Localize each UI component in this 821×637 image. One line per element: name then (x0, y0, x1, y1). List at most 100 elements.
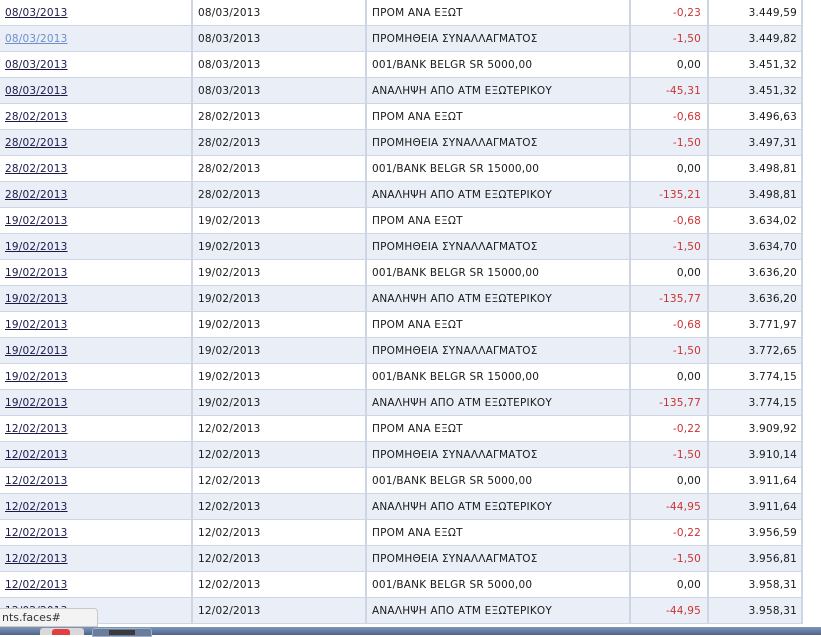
value-date-cell: 19/02/2013 (193, 286, 367, 312)
transaction-row: 28/02/2013 28/02/2013 001/BANK BELGR SR 15… (0, 156, 803, 182)
description-cell: ΠΡΟΜ ΑΝΑ ΕΞΩΤ (367, 104, 631, 130)
value-date-cell: 19/02/2013 (193, 234, 367, 260)
transaction-date-cell: 19/02/2013 (0, 390, 193, 416)
value-date-cell: 28/02/2013 (193, 130, 367, 156)
balance-cell: 3.772,65 (709, 338, 803, 364)
transaction-row: 19/02/2013 19/02/2013 ΑΝΑΛΗΨΗ ΑΠΟ ΑΤΜ ΕΞΩΤ… (0, 286, 803, 312)
transaction-date-cell: 19/02/2013 (0, 286, 193, 312)
transaction-date-link[interactable]: 12/02/2013 (5, 552, 68, 565)
transaction-date-link[interactable]: 12/02/2013 (5, 578, 68, 591)
transaction-date-link[interactable]: 12/02/2013 (5, 474, 68, 487)
description-cell: ΠΡΟΜΗΘΕΙΑ ΣΥΝΑΛΛΑΓΜΑΤΟΣ (367, 26, 631, 52)
value-date-cell: 08/03/2013 (193, 26, 367, 52)
transaction-date-link[interactable]: 12/02/2013 (5, 448, 68, 461)
balance-cell: 3.958,31 (709, 598, 803, 624)
amount-cell: -1,50 (631, 442, 709, 468)
balance-cell: 3.956,81 (709, 546, 803, 572)
amount-cell: -1,50 (631, 234, 709, 260)
transaction-date-link[interactable]: 08/03/2013 (5, 6, 68, 19)
transaction-date-link[interactable]: 19/02/2013 (5, 344, 68, 357)
transaction-row: 28/02/2013 28/02/2013 ΠΡΟΜΗΘΕΙΑ ΣΥΝΑΛΛΑΓΜΑ… (0, 130, 803, 156)
transaction-row: 12/02/2013 12/02/2013 ΠΡΟΜ ΑΝΑ ΕΞΩΤ -0,22 3.… (0, 520, 803, 546)
transaction-row: 19/02/2013 19/02/2013 ΠΡΟΜ ΑΝΑ ΕΞΩΤ -0,68 3.… (0, 312, 803, 338)
transactions-table: 08/03/2013 08/03/2013 ΠΡΟΜ ΑΝΑ ΕΞΩΤ -0,23 3.… (0, 0, 803, 624)
transaction-date-link[interactable]: 19/02/2013 (5, 214, 68, 227)
transaction-date-cell: 28/02/2013 (0, 104, 193, 130)
transaction-row: 19/02/2013 19/02/2013 ΠΡΟΜΗΘΕΙΑ ΣΥΝΑΛΛΑΓΜΑ… (0, 234, 803, 260)
transaction-date-cell: 19/02/2013 (0, 338, 193, 364)
transaction-date-cell: 12/02/2013 (0, 416, 193, 442)
value-date-cell: 19/02/2013 (193, 260, 367, 286)
transaction-date-link[interactable]: 08/03/2013 (5, 32, 68, 45)
transaction-row: 12/02/2013 12/02/2013 ΠΡΟΜΗΘΕΙΑ ΣΥΝΑΛΛΑΓΜΑ… (0, 442, 803, 468)
balance-cell: 3.774,15 (709, 390, 803, 416)
description-cell: 001/BANK BELGR SR 15000,00 (367, 364, 631, 390)
value-date-cell: 12/02/2013 (193, 546, 367, 572)
transaction-row: 08/03/2013 08/03/2013 ΠΡΟΜ ΑΝΑ ΕΞΩΤ -0,23 3.… (0, 0, 803, 26)
transaction-row: 19/02/2013 19/02/2013 001/BANK BELGR SR 15… (0, 364, 803, 390)
balance-cell: 3.451,32 (709, 52, 803, 78)
balance-cell: 3.449,59 (709, 0, 803, 26)
balance-cell: 3.911,64 (709, 494, 803, 520)
amount-cell: -44,95 (631, 494, 709, 520)
description-cell: ΑΝΑΛΗΨΗ ΑΠΟ ΑΤΜ ΕΞΩΤΕΡΙΚΟΥ (367, 494, 631, 520)
balance-cell: 3.636,20 (709, 260, 803, 286)
transaction-row: 08/03/2013 08/03/2013 ΠΡΟΜΗΘΕΙΑ ΣΥΝΑΛΛΑΓΜΑ… (0, 26, 803, 52)
value-date-cell: 19/02/2013 (193, 208, 367, 234)
transactions-table-body: 08/03/2013 08/03/2013 ΠΡΟΜ ΑΝΑ ΕΞΩΤ -0,23 3.… (0, 0, 803, 624)
transaction-date-cell: 08/03/2013 (0, 0, 193, 26)
transaction-date-cell: 28/02/2013 (0, 156, 193, 182)
taskbar-app-button-browser[interactable] (40, 628, 84, 635)
transaction-date-link[interactable]: 12/02/2013 (5, 500, 68, 513)
description-cell: ΠΡΟΜ ΑΝΑ ΕΞΩΤ (367, 208, 631, 234)
value-date-cell: 19/02/2013 (193, 390, 367, 416)
value-date-cell: 19/02/2013 (193, 338, 367, 364)
transaction-date-cell: 19/02/2013 (0, 364, 193, 390)
amount-cell: -0,68 (631, 104, 709, 130)
transaction-date-link[interactable]: 19/02/2013 (5, 266, 68, 279)
transaction-date-cell: 12/02/2013 (0, 546, 193, 572)
transaction-date-cell: 28/02/2013 (0, 182, 193, 208)
transaction-row: 12/02/2013 12/02/2013 ΠΡΟΜΗΘΕΙΑ ΣΥΝΑΛΛΑΓΜΑ… (0, 546, 803, 572)
transaction-date-cell: 19/02/2013 (0, 234, 193, 260)
description-cell: ΑΝΑΛΗΨΗ ΑΠΟ ΑΤΜ ΕΞΩΤΕΡΙΚΟΥ (367, 78, 631, 104)
transaction-date-cell: 12/02/2013 (0, 442, 193, 468)
status-bar-link-preview: nts.faces# (0, 608, 98, 627)
transaction-row: 28/02/2013 28/02/2013 ΠΡΟΜ ΑΝΑ ΕΞΩΤ -0,68 3.… (0, 104, 803, 130)
taskbar-app-button-window[interactable] (92, 628, 152, 637)
transaction-date-link[interactable]: 19/02/2013 (5, 292, 68, 305)
transaction-date-link[interactable]: 08/03/2013 (5, 84, 68, 97)
balance-cell: 3.451,32 (709, 78, 803, 104)
transaction-date-link[interactable]: 28/02/2013 (5, 162, 68, 175)
transaction-date-cell: 12/02/2013 (0, 572, 193, 598)
description-cell: ΠΡΟΜΗΘΕΙΑ ΣΥΝΑΛΛΑΓΜΑΤΟΣ (367, 546, 631, 572)
transaction-date-link[interactable]: 19/02/2013 (5, 370, 68, 383)
transaction-date-cell: 08/03/2013 (0, 78, 193, 104)
amount-cell: -1,50 (631, 26, 709, 52)
transaction-date-cell: 08/03/2013 (0, 26, 193, 52)
value-date-cell: 12/02/2013 (193, 494, 367, 520)
transaction-date-link[interactable]: 08/03/2013 (5, 58, 68, 71)
description-cell: ΠΡΟΜΗΘΕΙΑ ΣΥΝΑΛΛΑΓΜΑΤΟΣ (367, 338, 631, 364)
transaction-date-link[interactable]: 12/02/2013 (5, 526, 68, 539)
transaction-date-link[interactable]: 28/02/2013 (5, 188, 68, 201)
description-cell: ΠΡΟΜ ΑΝΑ ΕΞΩΤ (367, 416, 631, 442)
transaction-row: 19/02/2013 19/02/2013 ΠΡΟΜΗΘΕΙΑ ΣΥΝΑΛΛΑΓΜΑ… (0, 338, 803, 364)
balance-cell: 3.771,97 (709, 312, 803, 338)
value-date-cell: 12/02/2013 (193, 416, 367, 442)
transaction-row: 28/02/2013 28/02/2013 ΑΝΑΛΗΨΗ ΑΠΟ ΑΤΜ ΕΞΩΤ… (0, 182, 803, 208)
balance-cell: 3.498,81 (709, 156, 803, 182)
transaction-date-link[interactable]: 28/02/2013 (5, 136, 68, 149)
transaction-date-link[interactable]: 19/02/2013 (5, 240, 68, 253)
transaction-date-link[interactable]: 19/02/2013 (5, 396, 68, 409)
transaction-date-link[interactable]: 12/02/2013 (5, 422, 68, 435)
transaction-date-link[interactable]: 28/02/2013 (5, 110, 68, 123)
description-cell: ΠΡΟΜ ΑΝΑ ΕΞΩΤ (367, 520, 631, 546)
transaction-row: 12/02/2013 12/02/2013 001/BANK BELGR SR 50… (0, 468, 803, 494)
description-cell: 001/BANK BELGR SR 5000,00 (367, 52, 631, 78)
amount-cell: 0,00 (631, 52, 709, 78)
value-date-cell: 19/02/2013 (193, 312, 367, 338)
value-date-cell: 12/02/2013 (193, 598, 367, 624)
transaction-date-link[interactable]: 19/02/2013 (5, 318, 68, 331)
